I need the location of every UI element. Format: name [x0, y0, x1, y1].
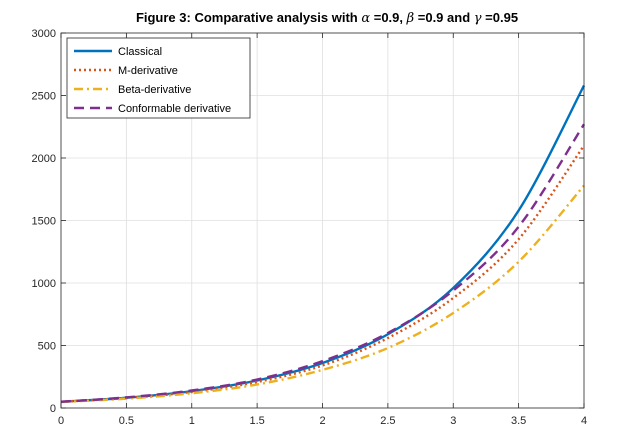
x-tick-label: 2	[319, 415, 325, 427]
title-suffix: =0.95	[482, 10, 519, 25]
x-tick-label: 0.5	[119, 415, 134, 427]
series-line-2	[60, 184, 585, 404]
y-tick-label: 2500	[32, 91, 56, 103]
y-tick-label: 500	[38, 341, 56, 353]
x-tick-label: 1	[189, 415, 195, 427]
x-tick-label: 4	[581, 415, 587, 427]
legend-label-2: Beta-derivative	[118, 84, 191, 96]
x-axis: 0 0.5 1 1.5 2 2.5 3 3.5 4	[58, 33, 587, 427]
title-gamma: γ	[474, 11, 482, 26]
legend: Classical M-derivative Beta-derivative Conf…	[66, 37, 251, 119]
legend-label-3: Conformable derivative	[118, 103, 231, 115]
legend-label-0: Classical	[118, 46, 162, 58]
title-prefix: Figure 3: Comparative analysis with	[136, 10, 361, 25]
x-tick-label: 2.5	[380, 415, 395, 427]
x-tick-label: 3	[450, 415, 456, 427]
y-tick-label: 1500	[32, 216, 56, 228]
series-line-3	[60, 123, 586, 403]
chart-title: Figure 3: Comparative analysis with α =0…	[136, 10, 518, 26]
x-tick-label: 1.5	[249, 415, 264, 427]
y-tick-label: 0	[50, 403, 56, 415]
title-alpha: α	[361, 11, 370, 26]
y-tick-label: 3000	[32, 28, 56, 40]
legend-label-1: M-derivative	[118, 65, 178, 77]
title-beta: β	[406, 11, 415, 26]
y-tick-label: 2000	[32, 153, 56, 165]
y-tick-label: 1000	[32, 278, 56, 290]
series-layer	[60, 84, 586, 404]
y-axis: 0 500 1000 1500 2000 2500 3000	[32, 28, 584, 415]
title-mid1: =0.9,	[370, 10, 407, 25]
x-tick-label: 0	[58, 415, 64, 427]
x-tick-label: 3.5	[511, 415, 526, 427]
title-mid2: =0.9 and	[414, 10, 474, 25]
